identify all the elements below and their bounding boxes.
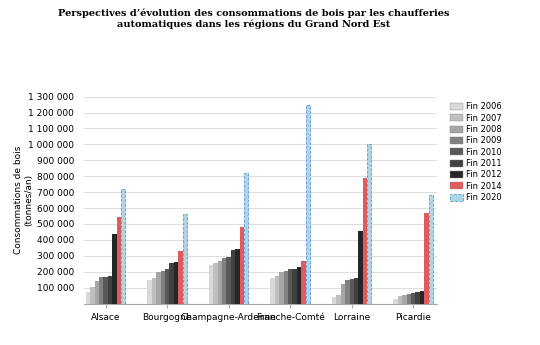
- Bar: [279, 272, 284, 304]
- Legend: Fin 2006, Fin 2007, Fin 2008, Fin 2009, Fin 2010, Fin 2011, Fin 2012, Fin 2014, : Fin 2006, Fin 2007, Fin 2008, Fin 2009, …: [449, 101, 504, 204]
- Bar: [345, 280, 349, 304]
- Bar: [222, 258, 226, 304]
- Bar: [271, 278, 275, 304]
- Bar: [94, 280, 99, 304]
- Bar: [367, 144, 372, 304]
- Bar: [235, 249, 240, 304]
- Bar: [332, 297, 336, 304]
- Bar: [99, 277, 104, 304]
- Bar: [183, 215, 187, 304]
- Bar: [359, 231, 363, 304]
- Bar: [407, 294, 411, 304]
- Bar: [301, 260, 306, 304]
- Bar: [226, 257, 231, 304]
- Bar: [354, 278, 359, 304]
- Bar: [90, 287, 94, 304]
- Bar: [424, 213, 429, 304]
- Bar: [411, 293, 415, 304]
- Bar: [209, 265, 213, 304]
- Y-axis label: Consommations de bois
(tonnes/an): Consommations de bois (tonnes/an): [14, 146, 33, 254]
- Bar: [288, 269, 292, 304]
- Bar: [398, 296, 402, 304]
- Bar: [415, 293, 420, 304]
- Bar: [284, 271, 288, 304]
- Bar: [160, 271, 165, 304]
- Bar: [86, 292, 90, 304]
- Bar: [275, 276, 279, 304]
- Bar: [104, 277, 108, 304]
- Bar: [231, 250, 235, 304]
- Bar: [429, 195, 433, 304]
- Bar: [218, 260, 222, 304]
- Bar: [336, 295, 341, 304]
- Bar: [152, 278, 156, 304]
- Bar: [170, 263, 174, 304]
- Bar: [306, 105, 310, 304]
- Bar: [420, 291, 424, 304]
- Bar: [121, 189, 125, 304]
- Bar: [213, 263, 218, 304]
- Bar: [244, 173, 248, 304]
- Bar: [394, 299, 398, 304]
- Bar: [112, 234, 117, 304]
- Bar: [156, 272, 160, 304]
- Bar: [297, 267, 301, 304]
- Bar: [349, 279, 354, 304]
- Bar: [341, 284, 345, 304]
- Bar: [402, 295, 407, 304]
- Bar: [147, 280, 152, 304]
- Text: Perspectives d’évolution des consommations de bois par les chaufferies
automatiq: Perspectives d’évolution des consommatio…: [58, 9, 449, 29]
- Bar: [174, 262, 178, 304]
- Bar: [240, 227, 244, 304]
- Bar: [108, 276, 112, 304]
- Bar: [165, 269, 170, 304]
- Bar: [363, 178, 367, 304]
- Bar: [292, 268, 297, 304]
- Bar: [117, 217, 121, 304]
- Bar: [178, 251, 183, 304]
